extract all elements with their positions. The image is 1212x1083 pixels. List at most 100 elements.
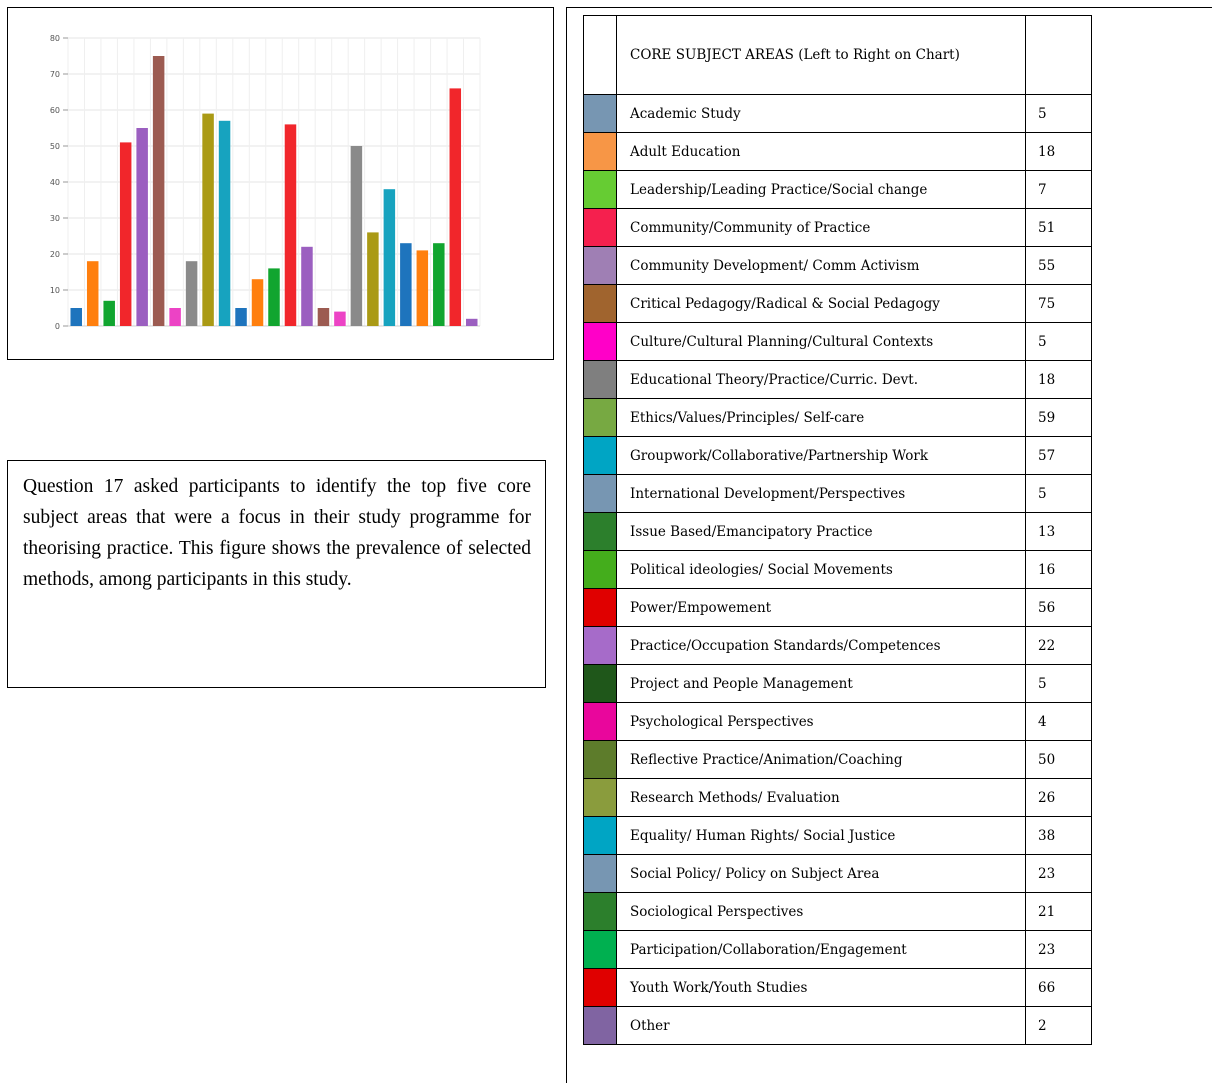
subject-area-label: International Development/Perspectives: [616, 474, 1026, 513]
table-row: Research Methods/ Evaluation 26: [583, 778, 1092, 817]
table-row: Ethics/Values/Principles/ Self-care 59: [583, 398, 1092, 437]
color-swatch: [583, 246, 617, 285]
subject-area-label: Reflective Practice/Animation/Coaching: [616, 740, 1026, 779]
bar: [400, 243, 412, 326]
table-row: Academic Study 5: [583, 94, 1092, 133]
subject-area-count: 5: [1025, 664, 1092, 703]
bar: [136, 128, 148, 326]
table-frame: [566, 7, 1212, 1083]
color-swatch: [583, 892, 617, 931]
subject-area-label: Practice/Occupation Standards/Competence…: [616, 626, 1026, 665]
color-swatch: [583, 968, 617, 1007]
subject-area-count: 26: [1025, 778, 1092, 817]
bar: [103, 300, 115, 326]
subject-area-count: 2: [1025, 1006, 1092, 1045]
bar: [70, 308, 82, 326]
subject-area-count: 55: [1025, 246, 1092, 285]
y-tick-label: 60: [50, 106, 60, 115]
subject-area-count: 66: [1025, 968, 1092, 1007]
subject-area-label: Academic Study: [616, 94, 1026, 133]
bar: [218, 120, 231, 326]
color-swatch: [583, 132, 617, 171]
subject-area-count: 4: [1025, 702, 1092, 741]
y-tick-label: 30: [50, 214, 60, 223]
table-row: Groupwork/Collaborative/Partnership Work…: [583, 436, 1092, 475]
subject-area-count: 5: [1025, 94, 1092, 133]
bar: [449, 88, 462, 327]
bar-chart: 0 10 20 30 40 50 60 70 80: [50, 34, 481, 331]
subject-area-label: Research Methods/ Evaluation: [616, 778, 1026, 817]
subject-area-count: 23: [1025, 854, 1092, 893]
color-swatch: [583, 398, 617, 437]
bar: [202, 113, 214, 326]
table-row: Issue Based/Emancipatory Practice 13: [583, 512, 1092, 551]
bar: [119, 142, 132, 326]
table-header-row: CORE SUBJECT AREAS (Left to Right on Cha…: [583, 15, 1092, 95]
subject-area-label: Culture/Cultural Planning/Cultural Conte…: [616, 322, 1026, 361]
color-swatch: [583, 94, 617, 133]
table-row: Educational Theory/Practice/Curric. Devt…: [583, 360, 1092, 399]
bar-series: [70, 56, 478, 327]
table-row: Project and People Management 5: [583, 664, 1092, 703]
color-swatch: [583, 208, 617, 247]
subject-area-count: 16: [1025, 550, 1092, 589]
subject-area-label: Issue Based/Emancipatory Practice: [616, 512, 1026, 551]
subject-area-label: Groupwork/Collaborative/Partnership Work: [616, 436, 1026, 475]
bar-chart-panel: 0 10 20 30 40 50 60 70 80: [7, 7, 554, 360]
subject-area-label: Participation/Collaboration/Engagement: [616, 930, 1026, 969]
subject-area-label: Social Policy/ Policy on Subject Area: [616, 854, 1026, 893]
bar: [367, 232, 379, 326]
table-row: Participation/Collaboration/Engagement 23: [583, 930, 1092, 969]
subject-area-label: Power/Empowement: [616, 588, 1026, 627]
bar: [350, 146, 363, 326]
bar: [317, 308, 330, 326]
bar: [416, 250, 429, 326]
color-swatch: [583, 322, 617, 361]
subject-area-label: Youth Work/Youth Studies: [616, 968, 1026, 1007]
subject-area-label: Critical Pedagogy/Radical & Social Pedag…: [616, 284, 1026, 323]
table-row: Equality/ Human Rights/ Social Justice 38: [583, 816, 1092, 855]
subject-area-label: Community Development/ Comm Activism: [616, 246, 1026, 285]
subject-area-label: Political ideologies/ Social Movements: [616, 550, 1026, 589]
color-swatch: [583, 740, 617, 779]
y-tick-label: 40: [50, 178, 60, 187]
bar: [466, 318, 478, 326]
color-swatch: [583, 512, 617, 551]
subject-area-count: 18: [1025, 360, 1092, 399]
bar: [185, 261, 198, 326]
subject-area-label: Equality/ Human Rights/ Social Justice: [616, 816, 1026, 855]
color-swatch: [583, 360, 617, 399]
table-row: Youth Work/Youth Studies 66: [583, 968, 1092, 1007]
bar: [433, 243, 445, 326]
bar: [169, 308, 181, 326]
subject-area-count: 57: [1025, 436, 1092, 475]
table-row: Practice/Occupation Standards/Competence…: [583, 626, 1092, 665]
table-row: Adult Education 18: [583, 132, 1092, 171]
subject-area-label: Educational Theory/Practice/Curric. Devt…: [616, 360, 1026, 399]
subject-area-count: 22: [1025, 626, 1092, 665]
color-swatch: [583, 474, 617, 513]
subject-area-count: 75: [1025, 284, 1092, 323]
color-swatch: [583, 436, 617, 475]
table-row: Leadership/Leading Practice/Social chang…: [583, 170, 1092, 209]
subject-area-count: 5: [1025, 474, 1092, 513]
table-row: Other 2: [583, 1006, 1092, 1045]
color-swatch: [583, 854, 617, 893]
color-swatch: [583, 1006, 617, 1045]
color-swatch: [583, 816, 617, 855]
bar: [235, 308, 247, 326]
subject-area-count: 23: [1025, 930, 1092, 969]
subject-area-label: Other: [616, 1006, 1026, 1045]
color-swatch: [583, 778, 617, 817]
subject-area-count: 7: [1025, 170, 1092, 209]
y-tick-label: 70: [50, 70, 60, 79]
subject-area-count: 13: [1025, 512, 1092, 551]
bar: [251, 279, 264, 326]
subject-area-label: Leadership/Leading Practice/Social chang…: [616, 170, 1026, 209]
table-header: CORE SUBJECT AREAS (Left to Right on Cha…: [616, 15, 1026, 95]
table-row: International Development/Perspectives 5: [583, 474, 1092, 513]
y-tick-label: 10: [50, 286, 60, 295]
subject-area-label: Sociological Perspectives: [616, 892, 1026, 931]
subject-area-label: Psychological Perspectives: [616, 702, 1026, 741]
subject-area-label: Project and People Management: [616, 664, 1026, 703]
